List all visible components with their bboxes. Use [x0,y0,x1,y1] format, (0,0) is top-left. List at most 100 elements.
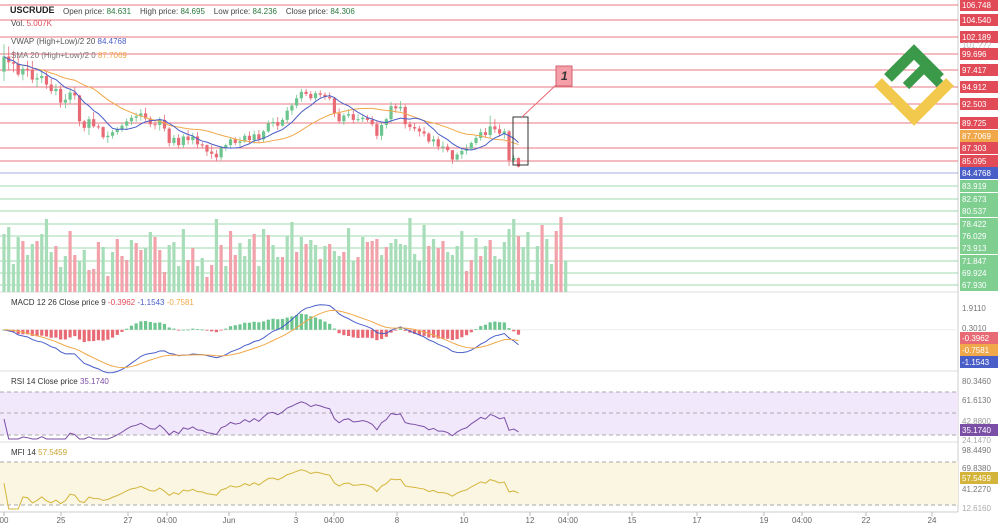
macd-histogram-bar [450,329,454,340]
candle [295,98,299,106]
volume-bar [40,234,44,292]
macd-histogram-bar [313,317,318,330]
rsi-axis-label: 42.8800 [962,417,991,426]
candle [356,119,360,121]
volume-bar [516,236,521,292]
candle [77,95,82,122]
volume-bar [252,234,256,292]
volume-bar [82,250,86,292]
volume-bar [266,235,270,292]
macd-histogram-bar [139,321,143,330]
volume-bar [332,251,336,292]
volume-bar [290,222,294,292]
macd-histogram-bar [59,329,63,340]
time-label: 12 [526,516,535,525]
macd-histogram-bar [63,329,67,340]
price-label: 89.725 [962,119,987,128]
price-tag [960,64,998,76]
sma-tag [960,130,998,142]
candle [44,75,49,85]
volume-bar [337,256,341,292]
candle [427,133,431,142]
mfi-tag-label: 57.5459 [962,474,991,483]
macd-histogram-bar [389,329,393,333]
time-label: 27 [124,516,133,525]
macd-histogram-bar [40,329,44,336]
macd-histogram-bar [337,329,341,334]
macd-tag-label: -0.7581 [962,346,990,355]
volume-bar [247,239,252,292]
macd-histogram-bar [158,322,162,330]
annotation-pointer [521,84,557,118]
volume-bar [63,256,67,292]
volume-bar [394,239,398,292]
volume-bar [507,229,511,292]
volume-bar [380,255,384,292]
candle [450,150,454,160]
macd-histogram-bar [271,318,275,330]
price-tag [960,48,998,60]
price-label: 78.422 [962,220,987,229]
price-tag [960,0,998,11]
time-label: 04:00 [324,516,345,525]
brand-logo [874,44,954,126]
macd-histogram-bar [493,321,497,330]
volume-bar [488,240,492,292]
macd-histogram-bar [191,328,195,330]
volume-bar [554,231,558,292]
macd-histogram-bar [177,329,181,331]
volume-bar [210,265,214,292]
macd-histogram-bar [219,329,223,331]
volume-bar [384,247,388,292]
price-tag [960,205,998,217]
volume-bar [96,242,100,292]
macd-histogram-bar [370,329,374,339]
macd-histogram-bar [394,329,398,331]
macd-histogram-bar [205,329,209,331]
macd-histogram-bar [304,314,308,330]
volume-bar [68,231,72,292]
annotation-flag [555,65,573,87]
time-label: 04:00 [558,516,579,525]
candle [502,131,506,134]
macd-histogram-bar [455,329,459,340]
macd-histogram-bar [431,329,436,338]
candle [238,141,242,143]
annotation-box [512,116,529,166]
macd-histogram-bar [441,329,445,339]
volume-bar [186,260,190,292]
volume-bar [431,239,436,292]
macd-histogram-bar [54,329,58,338]
volume-bar [153,237,157,292]
volume-bar [398,244,403,292]
volume-bar [403,245,407,292]
price-label: 69.924 [962,269,987,278]
volume-bar [101,247,105,292]
candle [26,68,30,70]
candle [87,119,91,128]
candle [16,63,20,75]
volume-bar [427,246,431,292]
macd-histogram-bar [233,325,237,330]
price-label: 97.417 [962,66,987,75]
candle [479,132,483,138]
rsi-axis-label: 80.3460 [962,377,991,386]
candle [323,94,327,97]
volume-bar [167,245,171,292]
volume-bar [205,277,209,292]
candle [483,132,488,136]
volume-bar [73,255,77,292]
macd-histogram-bar [144,321,148,330]
volume-bar [21,241,25,292]
mfi-line [3,469,519,510]
macd-histogram-bar [460,329,464,338]
macd-histogram-bar [30,329,34,336]
candle [266,123,270,132]
macd-histogram-bar [68,329,72,338]
macd-histogram-bar [328,323,332,330]
volume-bar [408,218,412,292]
candle [342,115,346,122]
candle [351,114,355,120]
macd-line [3,304,519,374]
